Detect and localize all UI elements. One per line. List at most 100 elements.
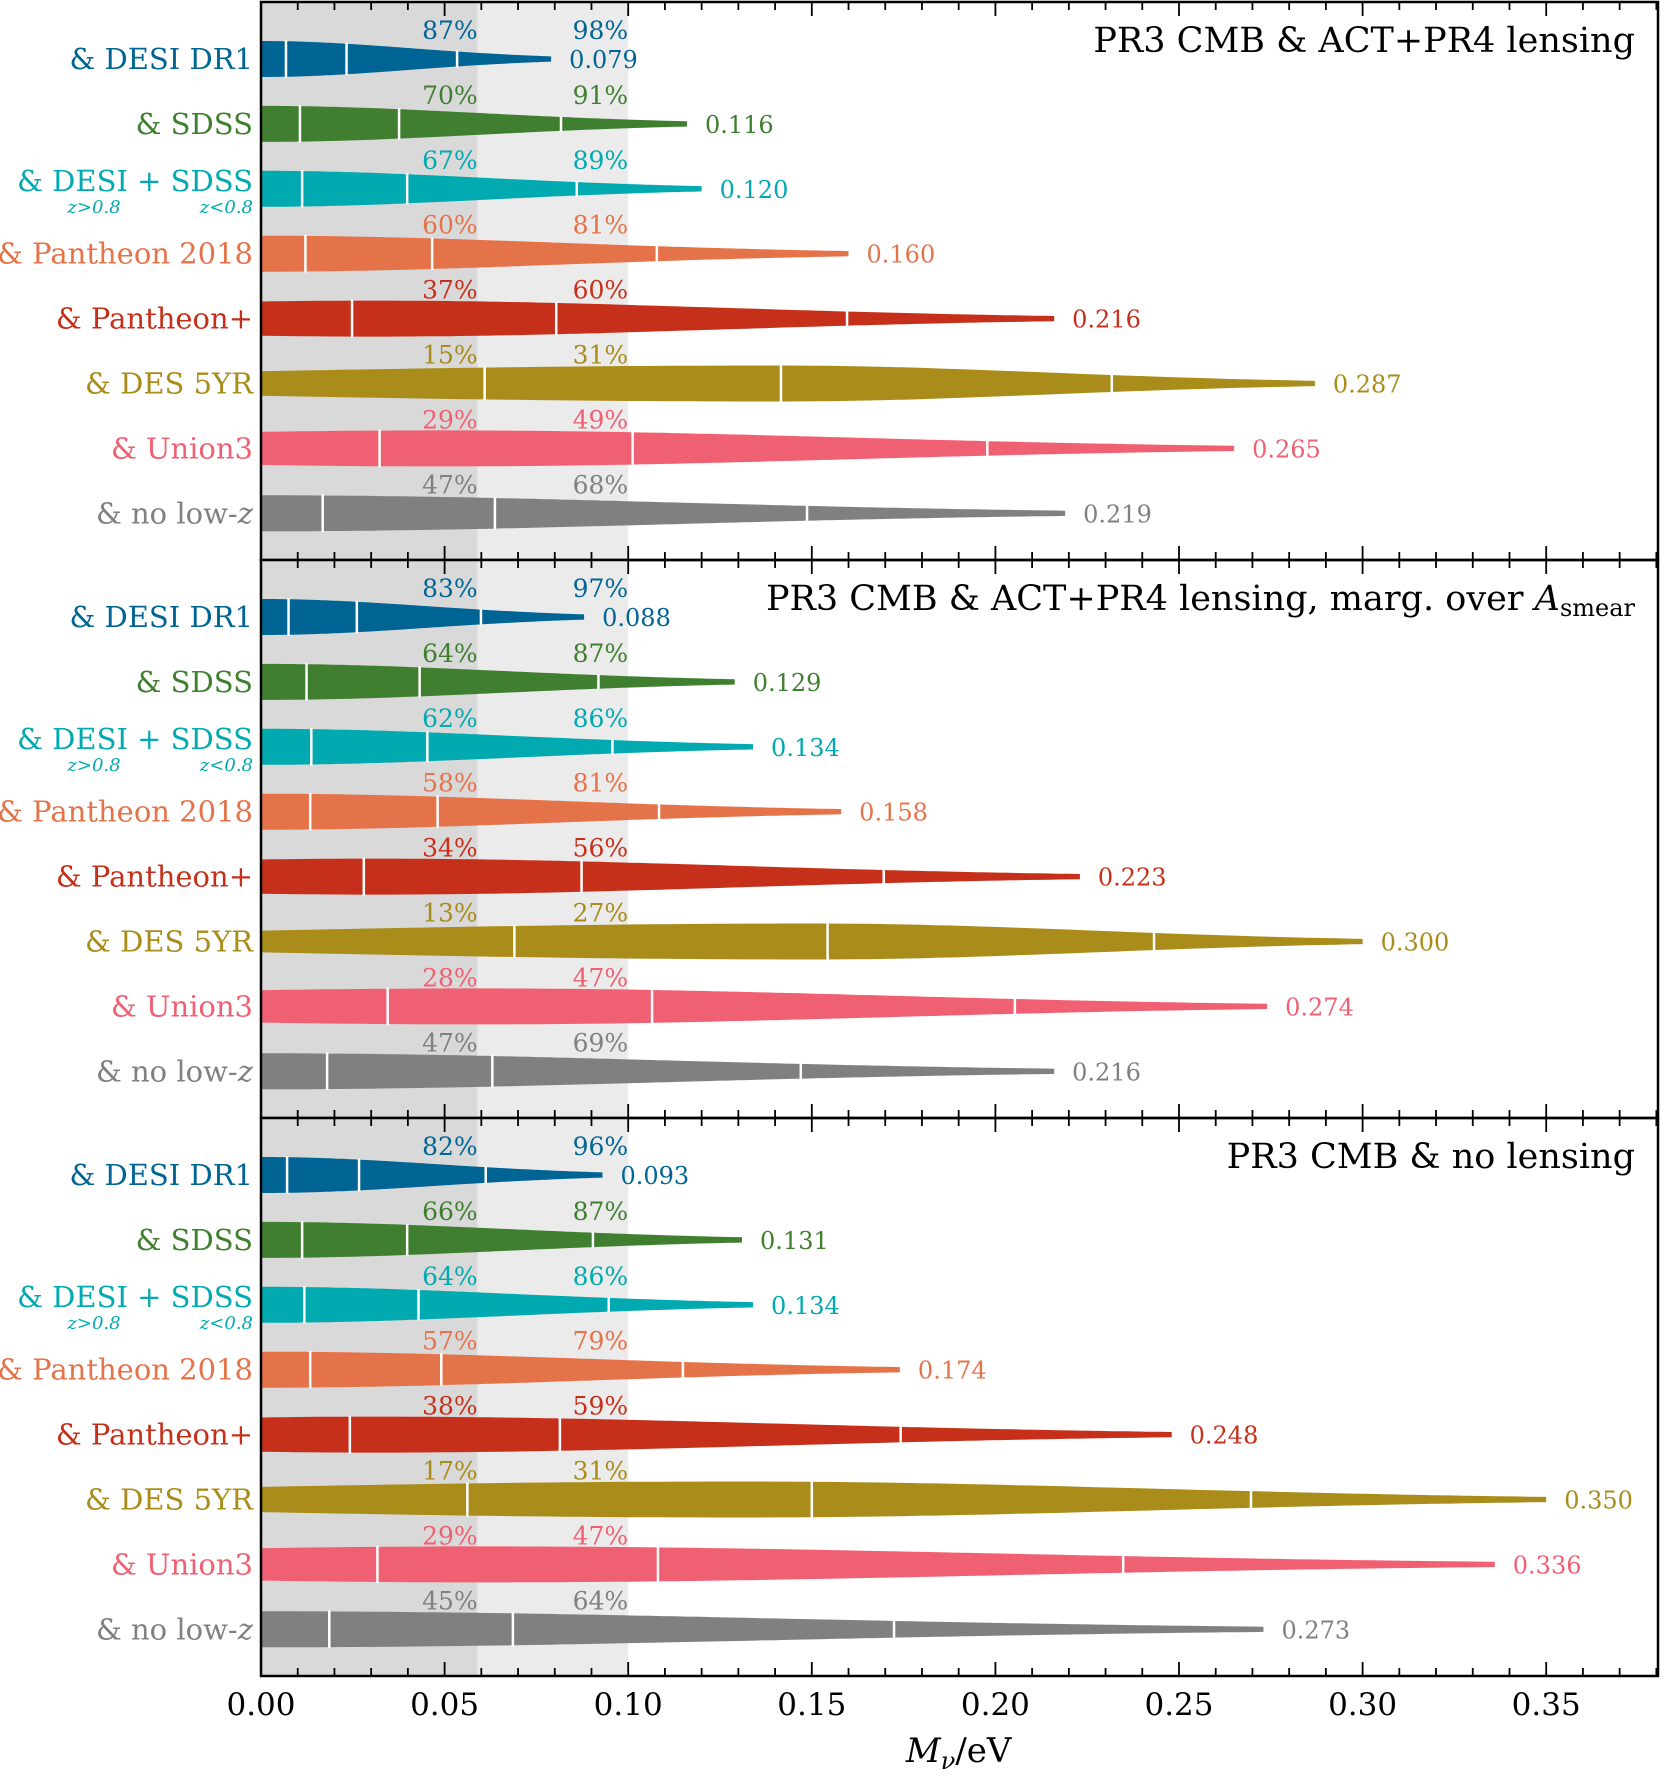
row-label-italic: z: [237, 1054, 254, 1088]
percent-label-left: 34%: [422, 834, 478, 863]
percent-label-right: 60%: [573, 276, 629, 305]
percent-label-left: 62%: [422, 704, 478, 733]
violin-shape: [261, 430, 1235, 467]
percent-label-right: 47%: [573, 1521, 629, 1550]
violin-shape: [261, 235, 849, 272]
panel-title-text: PR3 CMB & no lensing: [1227, 1137, 1635, 1177]
percent-label-right: 97%: [573, 574, 629, 603]
row-label-text: & Pantheon+: [56, 302, 253, 336]
percent-label-right: 89%: [573, 146, 629, 175]
row-label-subscript: z>0.8: [66, 1313, 120, 1334]
x-tick-label: 0.00: [226, 1687, 295, 1723]
row-label: & DESI + SDSS: [17, 164, 253, 198]
x-tick-label: 0.20: [961, 1687, 1030, 1723]
violin-shape: [261, 1221, 742, 1258]
violin-shape: [261, 495, 1066, 532]
row-label: & DESI DR1: [69, 42, 253, 76]
violin-shape: [261, 1481, 1547, 1518]
upper-bound-label: 0.160: [867, 241, 936, 269]
percent-label-left: 47%: [422, 470, 478, 499]
upper-bound-label: 0.300: [1381, 929, 1450, 957]
percent-label-right: 86%: [573, 1262, 629, 1291]
violin-shape: [261, 988, 1268, 1025]
shaded-band-1: [261, 2, 478, 560]
violin-row: 0.274 28% 47% & Union3: [111, 963, 1354, 1026]
row-label: & SDSS: [136, 1223, 253, 1257]
violin-row: 0.265 29% 49% & Union3: [111, 405, 1321, 468]
row-label-text: & Pantheon+: [56, 1418, 253, 1452]
row-label-text: & Pantheon 2018: [0, 1353, 253, 1387]
upper-bound-label: 0.079: [569, 46, 638, 74]
percent-label-right: 31%: [573, 341, 629, 370]
x-axis-label: Mν/eV: [905, 1731, 1013, 1775]
violin-row: 0.160 60% 81% & Pantheon 2018: [0, 211, 935, 273]
row-label-text: & Union3: [111, 431, 253, 465]
violin-shape: [261, 300, 1055, 337]
upper-bound-label: 0.116: [705, 111, 774, 139]
row-label: & Pantheon 2018: [0, 1353, 253, 1387]
violin-row: 0.336 29% 47% & Union3: [111, 1521, 1582, 1583]
row-label-text: & Union3: [111, 989, 253, 1023]
percent-label-right: 96%: [573, 1132, 629, 1161]
violin-row: 0.158 58% 81% & Pantheon 2018: [0, 769, 928, 831]
row-label: & Union3: [111, 989, 253, 1023]
violin-row: 0.129 64% 87% & SDSS: [136, 639, 822, 701]
row-label-subscript: z>0.8: [66, 197, 120, 218]
percent-label-left: 29%: [422, 405, 478, 434]
x-tick-label: 0.25: [1144, 1687, 1213, 1723]
upper-bound-label: 0.134: [771, 734, 840, 762]
row-label: & SDSS: [136, 665, 253, 699]
upper-bound-label: 0.287: [1333, 371, 1402, 399]
percent-label-left: 28%: [422, 963, 478, 992]
percent-label-left: 29%: [422, 1521, 478, 1550]
row-label: & SDSS: [136, 107, 253, 141]
percent-label-left: 83%: [422, 574, 478, 603]
upper-bound-label: 0.134: [771, 1292, 840, 1320]
shaded-band-2: [477, 560, 629, 1118]
x-axis-label-symbol: M: [905, 1731, 942, 1771]
row-label: & no low-z: [96, 496, 254, 530]
panel-title: PR3 CMB & ACT+PR4 lensing: [1093, 21, 1635, 61]
percent-label-right: 81%: [573, 769, 629, 798]
percent-label-left: 13%: [422, 899, 478, 928]
row-label: & Union3: [111, 431, 253, 465]
percent-label-left: 45%: [422, 1586, 478, 1615]
violin-row: 0.248 38% 59% & Pantheon+: [56, 1392, 1258, 1454]
violin-row: 0.093 82% 96% & DESI DR1: [69, 1132, 689, 1194]
violin-row: 0.088 83% 97% & DESI DR1: [69, 574, 671, 636]
x-axis-label-unit: /eV: [955, 1731, 1013, 1771]
x-axis-label-subscript: ν: [941, 1747, 956, 1775]
row-label-text: & SDSS: [136, 107, 253, 141]
row-label-text: & DESI DR1: [69, 1158, 253, 1192]
percent-label-right: 79%: [573, 1327, 629, 1356]
violin-row: 0.216 47% 69% & no low-z: [96, 1028, 1141, 1091]
percent-label-right: 81%: [573, 211, 629, 240]
upper-bound-label: 0.129: [753, 669, 822, 697]
violin-shape: [261, 599, 585, 635]
violin-shape: [261, 1351, 900, 1388]
row-label-text: & no low-: [96, 1612, 238, 1646]
percent-label-left: 64%: [422, 639, 478, 668]
percent-label-left: 64%: [422, 1262, 478, 1291]
percent-label-left: 17%: [422, 1457, 478, 1486]
row-label-text: & DESI DR1: [69, 600, 253, 634]
violin-shape: [261, 365, 1315, 402]
violin-shape: [261, 1157, 603, 1193]
upper-bound-label: 0.265: [1252, 435, 1321, 463]
percent-label-left: 87%: [422, 16, 478, 45]
row-label-text: & DES 5YR: [85, 367, 254, 401]
x-tick-label: 0.05: [410, 1687, 479, 1723]
row-label-subscript: z<0.8: [199, 197, 253, 218]
row-label-text: & no low-: [96, 1054, 238, 1088]
percent-label-left: 47%: [422, 1028, 478, 1057]
percent-label-left: 60%: [422, 211, 478, 240]
percent-label-left: 57%: [422, 1327, 478, 1356]
violin-shape: [261, 1611, 1264, 1648]
percent-label-left: 37%: [422, 276, 478, 305]
panel-title-text: PR3 CMB & ACT+PR4 lensing: [1093, 21, 1635, 61]
